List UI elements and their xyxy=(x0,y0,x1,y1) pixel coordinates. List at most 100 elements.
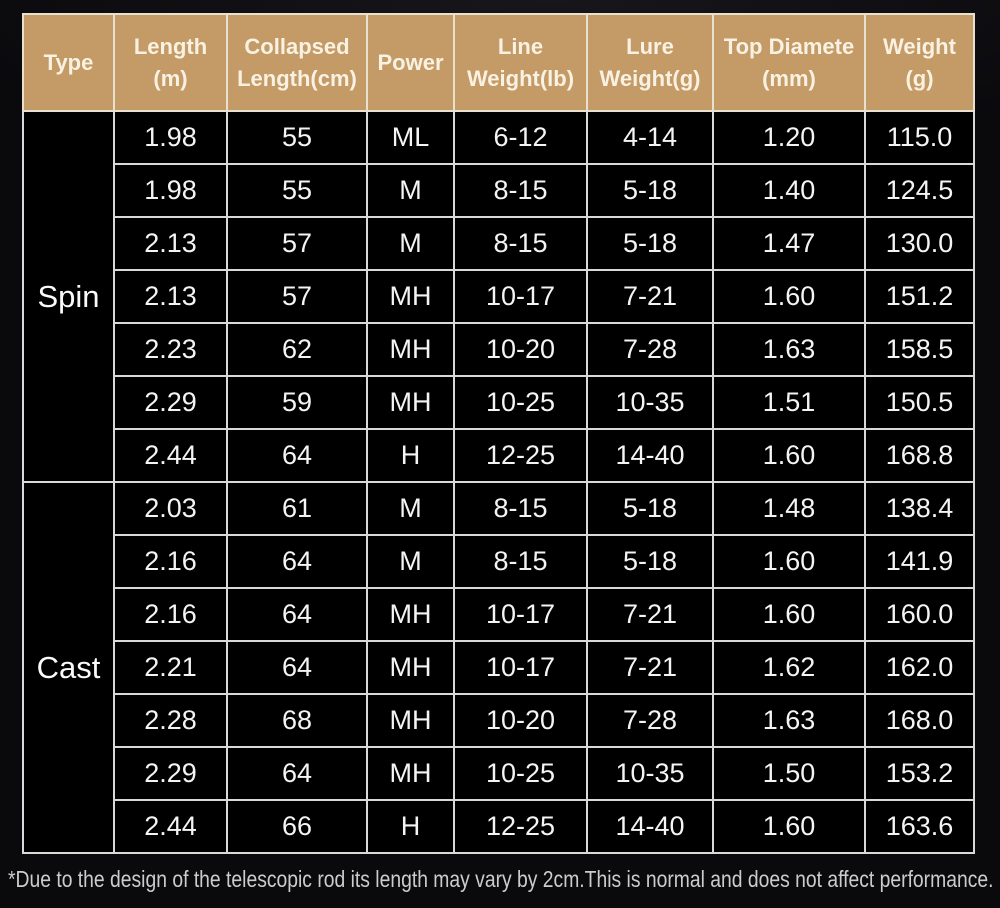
cell-weight: 168.0 xyxy=(864,693,975,748)
cell-weight: 151.2 xyxy=(864,269,975,324)
table-row: 2.13 57 M 8-15 5-18 1.47 130.0 xyxy=(23,216,975,271)
table-row: 2.28 68 MH 10-20 7-28 1.63 168.0 xyxy=(23,693,975,748)
table-row: 2.44 66 H 12-25 14-40 1.60 163.6 xyxy=(23,799,975,854)
cell-line-weight: 10-20 xyxy=(453,693,588,748)
cell-top-diameter: 1.47 xyxy=(712,216,866,271)
cell-weight: 138.4 xyxy=(864,481,975,536)
cell-power: MH xyxy=(366,269,455,324)
cell-power: MH xyxy=(366,746,455,801)
header-lure-weight: Lure Weight(g) xyxy=(586,13,714,112)
cell-collapsed-length: 59 xyxy=(226,375,368,430)
cell-weight: 141.9 xyxy=(864,534,975,589)
cell-collapsed-length: 64 xyxy=(226,534,368,589)
cell-collapsed-length: 61 xyxy=(226,481,368,536)
cell-top-diameter: 1.63 xyxy=(712,693,866,748)
cell-weight: 130.0 xyxy=(864,216,975,271)
table-header-row: Type Length (m) Collapsed Length(cm) Power… xyxy=(22,13,975,112)
cell-top-diameter: 1.48 xyxy=(712,481,866,536)
cell-weight: 150.5 xyxy=(864,375,975,430)
cell-power: M xyxy=(366,216,455,271)
cell-collapsed-length: 57 xyxy=(226,216,368,271)
cell-lure-weight: 7-28 xyxy=(586,322,714,377)
cell-line-weight: 12-25 xyxy=(453,428,588,483)
cell-collapsed-length: 57 xyxy=(226,269,368,324)
cell-power: ML xyxy=(366,110,455,165)
header-length: Length (m) xyxy=(113,13,228,112)
cell-top-diameter: 1.60 xyxy=(712,428,866,483)
table-row: 2.16 64 MH 10-17 7-21 1.60 160.0 xyxy=(23,587,975,642)
cell-weight: 124.5 xyxy=(864,163,975,218)
cell-weight: 168.8 xyxy=(864,428,975,483)
table-row: 2.21 64 MH 10-17 7-21 1.62 162.0 xyxy=(23,640,975,695)
header-weight-line2: (g) xyxy=(905,65,934,91)
cell-length: 2.13 xyxy=(113,216,228,271)
header-line-weight: Line Weight(lb) xyxy=(453,13,588,112)
cell-length: 2.13 xyxy=(113,269,228,324)
cell-collapsed-length: 55 xyxy=(226,163,368,218)
cell-lure-weight: 7-21 xyxy=(586,587,714,642)
cell-weight: 163.6 xyxy=(864,799,975,854)
cell-power: H xyxy=(366,799,455,854)
cell-length: 2.16 xyxy=(113,587,228,642)
header-line-weight-line1: Line xyxy=(497,33,544,59)
header-type-label: Type xyxy=(43,49,94,75)
rod-spec-table: Type Length (m) Collapsed Length(cm) Power… xyxy=(22,13,975,854)
section-label-spin: Spin xyxy=(22,110,115,483)
cell-power: M xyxy=(366,534,455,589)
cell-lure-weight: 10-35 xyxy=(586,746,714,801)
cell-top-diameter: 1.63 xyxy=(712,322,866,377)
cell-weight: 158.5 xyxy=(864,322,975,377)
table-row: 2.13 57 MH 10-17 7-21 1.60 151.2 xyxy=(23,269,975,324)
cell-length: 2.44 xyxy=(113,428,228,483)
cell-lure-weight: 7-21 xyxy=(586,269,714,324)
cell-power: MH xyxy=(366,640,455,695)
header-type: Type xyxy=(22,13,115,112)
header-weight-line1: Weight xyxy=(883,33,956,59)
cell-collapsed-length: 64 xyxy=(226,587,368,642)
cell-lure-weight: 5-18 xyxy=(586,534,714,589)
cell-top-diameter: 1.60 xyxy=(712,534,866,589)
cell-length: 2.29 xyxy=(113,746,228,801)
cell-line-weight: 8-15 xyxy=(453,481,588,536)
cell-collapsed-length: 55 xyxy=(226,110,368,165)
cell-lure-weight: 5-18 xyxy=(586,481,714,536)
table-row: Spin 1.98 55 ML 6-12 4-14 1.20 115.0 xyxy=(22,110,975,483)
cell-lure-weight: 7-28 xyxy=(586,693,714,748)
table-row: 2.29 59 MH 10-25 10-35 1.51 150.5 xyxy=(23,375,975,430)
cell-top-diameter: 1.40 xyxy=(712,163,866,218)
header-lure-weight-line1: Lure xyxy=(626,33,674,59)
header-collapsed-length: Collapsed Length(cm) xyxy=(226,13,368,112)
header-line-weight-line2: Weight(lb) xyxy=(466,65,575,91)
header-collapsed-line2: Length(cm) xyxy=(237,65,357,91)
table-row: 2.29 64 MH 10-25 10-35 1.50 153.2 xyxy=(23,746,975,801)
cell-length: 1.98 xyxy=(113,110,228,165)
cell-lure-weight: 5-18 xyxy=(586,216,714,271)
cell-line-weight: 8-15 xyxy=(453,163,588,218)
footnote-text: *Due to the design of the telescopic rod… xyxy=(8,866,994,892)
cell-power: MH xyxy=(366,693,455,748)
table-body: Spin 1.98 55 ML 6-12 4-14 1.20 115.0 1.9… xyxy=(22,110,975,854)
cell-top-diameter: 1.60 xyxy=(712,587,866,642)
cell-length: 2.03 xyxy=(113,481,228,536)
cell-collapsed-length: 68 xyxy=(226,693,368,748)
header-top-diameter-line2: (mm) xyxy=(762,65,816,91)
cell-line-weight: 10-17 xyxy=(453,640,588,695)
cell-top-diameter: 1.60 xyxy=(712,269,866,324)
cell-lure-weight: 14-40 xyxy=(586,428,714,483)
cell-top-diameter: 1.62 xyxy=(712,640,866,695)
header-weight: Weight (g) xyxy=(864,13,975,112)
cell-collapsed-length: 64 xyxy=(226,746,368,801)
header-length-line2: (m) xyxy=(153,65,188,91)
header-top-diameter: Top Diamete (mm) xyxy=(712,13,866,112)
cell-length: 2.44 xyxy=(113,799,228,854)
cell-collapsed-length: 62 xyxy=(226,322,368,377)
header-length-line1: Length xyxy=(133,33,208,59)
table-row: 1.98 55 M 8-15 5-18 1.40 124.5 xyxy=(23,163,975,218)
cell-collapsed-length: 64 xyxy=(226,428,368,483)
cell-top-diameter: 1.60 xyxy=(712,799,866,854)
cell-length: 2.28 xyxy=(113,693,228,748)
cell-power: M xyxy=(366,481,455,536)
cell-length: 1.98 xyxy=(113,163,228,218)
cell-line-weight: 10-25 xyxy=(453,375,588,430)
